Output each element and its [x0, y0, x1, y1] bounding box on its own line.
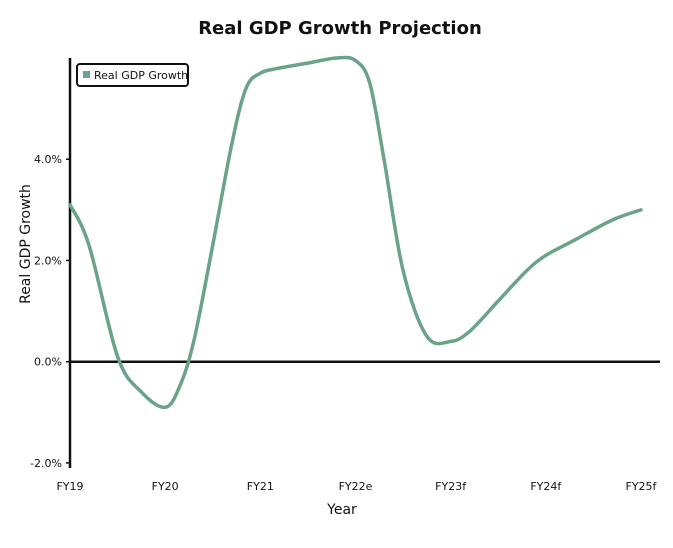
legend-swatch [83, 71, 90, 78]
x-ticks: FY19 FY20 FY21 FY22e FY23f FY24f FY25f [56, 480, 657, 493]
legend-box [76, 63, 189, 87]
x-tick-label: FY20 [152, 480, 179, 493]
plot-area: -2.0% 0.0% 2.0% 4.0% FY19 FY20 FY21 FY22e FY23f… [30, 55, 660, 493]
x-tick-label: FY22e [339, 480, 373, 493]
y-tick-label: 0.0% [34, 356, 62, 369]
y-axis-label: Real GDP Growth [18, 184, 34, 304]
x-tick-label: FY23f [435, 480, 467, 493]
y-tick-label: 4.0% [34, 153, 62, 166]
chart-title: Real GDP Growth Projection [198, 18, 482, 39]
x-tick-label: FY19 [56, 480, 83, 493]
x-tick-label: FY24f [530, 480, 562, 493]
legend: Real GDP Growth [76, 63, 189, 87]
x-tick-label: FY25f [626, 480, 658, 493]
y-tick-label: -2.0% [30, 457, 62, 470]
legend-label: Real GDP Growth [94, 69, 188, 82]
y-tick-label: 2.0% [34, 254, 62, 267]
y-ticks: -2.0% 0.0% 2.0% 4.0% [30, 153, 70, 470]
x-tick-label: FY21 [247, 480, 274, 493]
x-axis-label: Year [326, 502, 357, 518]
series-line [68, 55, 643, 410]
